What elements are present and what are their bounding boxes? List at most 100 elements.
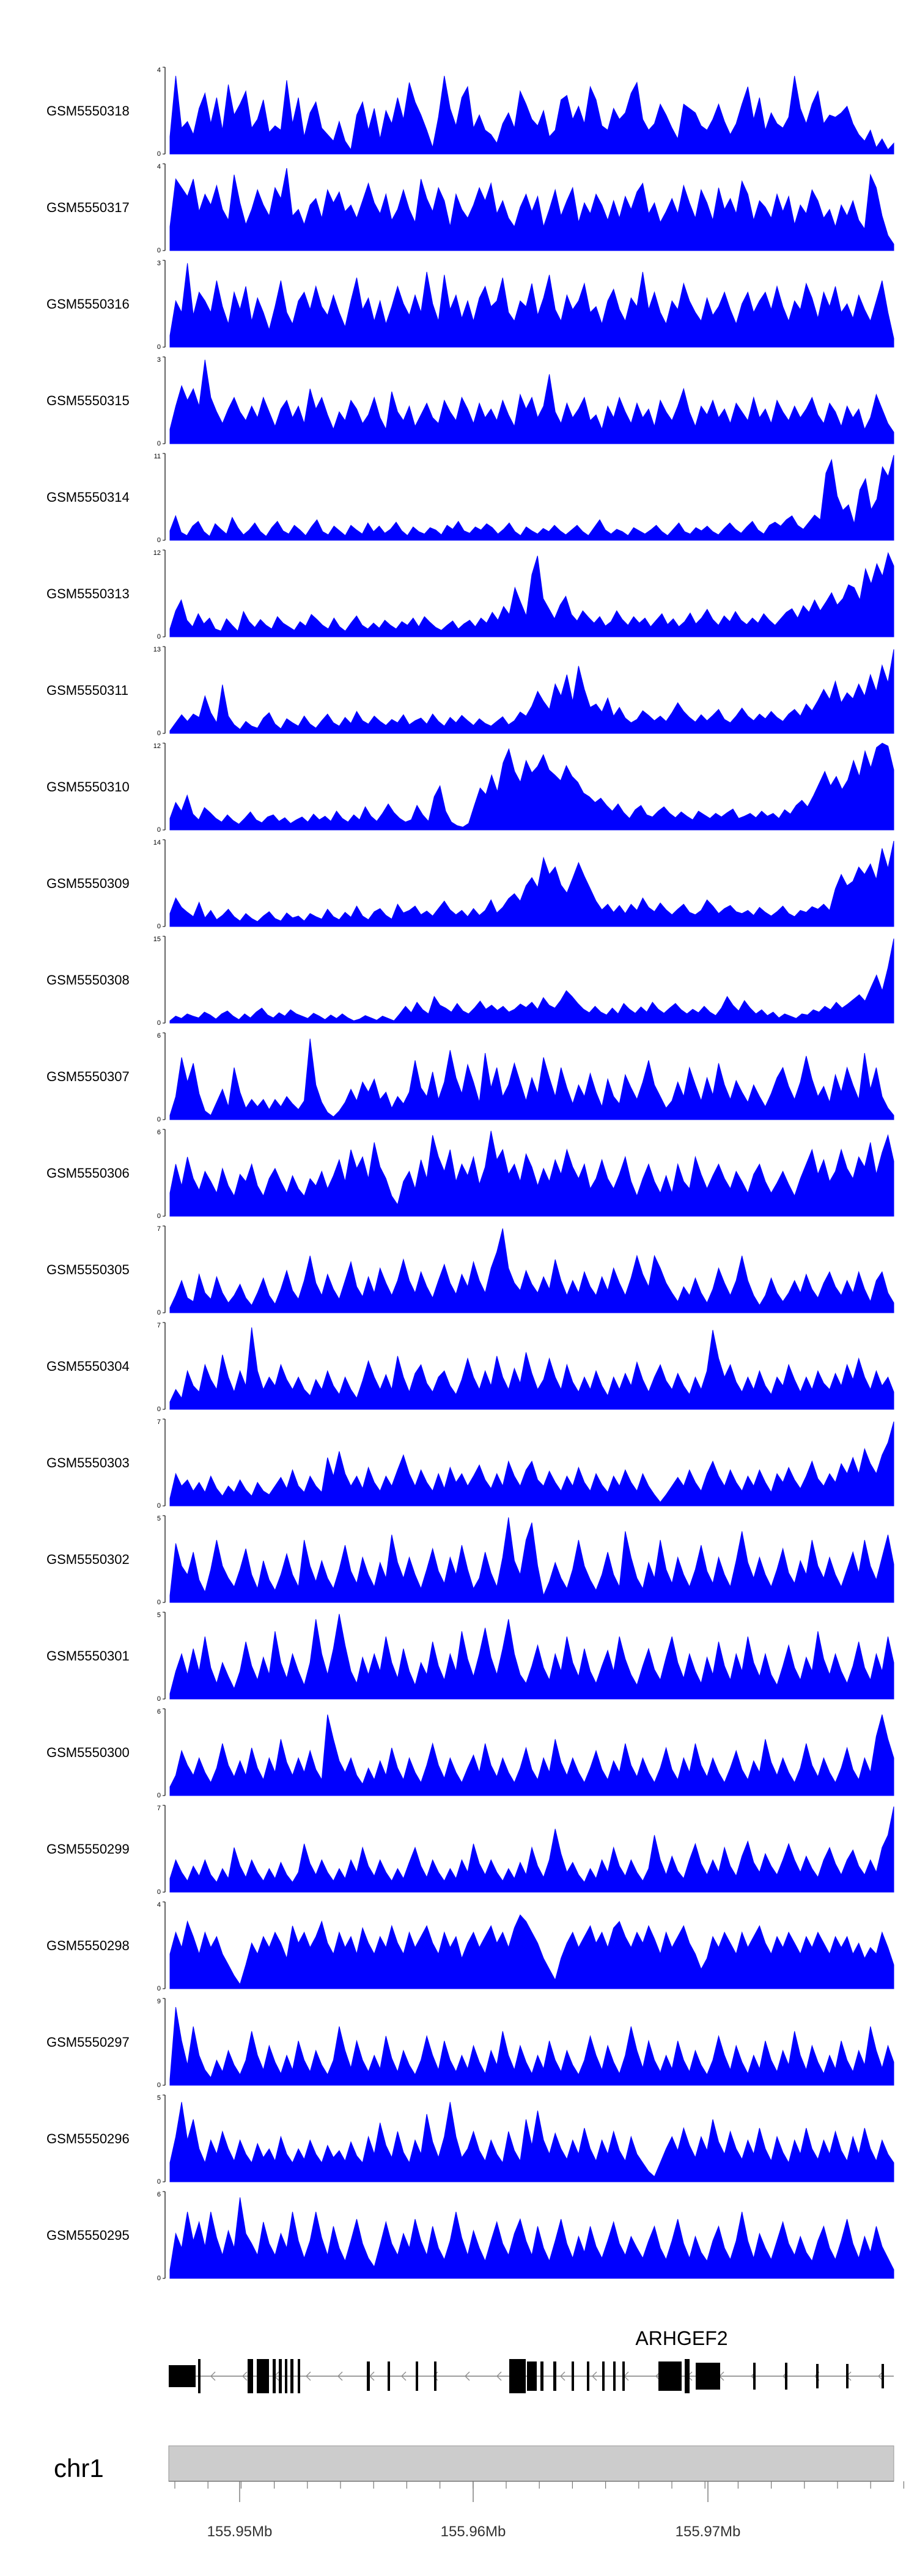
y-min-tick-label: 0	[157, 1695, 161, 1703]
coverage-area	[169, 649, 894, 734]
track-GSM5550301: GSM5550301 5 0	[46, 1612, 894, 1703]
track-label: GSM5550303	[46, 1455, 130, 1470]
exon-block	[622, 2361, 625, 2391]
coverage-area	[169, 1038, 894, 1120]
coverage-area	[169, 743, 894, 831]
strand-arrow	[306, 2371, 311, 2381]
y-max-tick-label: 7	[157, 1805, 161, 1812]
coverage-area	[169, 168, 894, 251]
exon-block	[388, 2361, 390, 2391]
track-label: GSM5550306	[46, 1165, 130, 1181]
exon-block	[753, 2363, 756, 2390]
track-GSM5550311: GSM5550311 13 0	[46, 646, 894, 737]
track-GSM5550318: GSM5550318 4 0	[46, 67, 894, 158]
track-label: GSM5550297	[46, 2035, 130, 2050]
x-tick-label: 155.97Mb	[676, 2523, 741, 2540]
coverage-area	[169, 1914, 894, 1989]
exon-block	[273, 2359, 276, 2393]
y-max-tick-label: 4	[157, 163, 161, 171]
coverage-area	[169, 2197, 894, 2279]
exon-block	[257, 2359, 269, 2393]
track-label: GSM5550298	[46, 1938, 130, 1953]
exon-block	[685, 2359, 690, 2393]
track-GSM5550307: GSM5550307 6 0	[46, 1032, 894, 1123]
track-GSM5550308: GSM5550308 15 0	[46, 936, 894, 1027]
y-min-tick-label: 0	[157, 1599, 161, 1606]
track-GSM5550306: GSM5550306 6 0	[46, 1129, 894, 1220]
exon-block	[658, 2361, 682, 2391]
exon-block	[572, 2361, 574, 2391]
exon-block	[285, 2359, 287, 2393]
track-label: GSM5550314	[46, 490, 130, 505]
y-min-tick-label: 0	[157, 1792, 161, 1799]
strand-arrow	[592, 2371, 597, 2381]
ideogram-bar	[168, 2445, 894, 2482]
track-label: GSM5550304	[46, 1359, 130, 1374]
track-label: GSM5550310	[46, 779, 130, 794]
coverage-area	[169, 263, 894, 348]
track-GSM5550298: GSM5550298 4 0	[46, 1901, 894, 1992]
y-max-tick-label: 12	[153, 743, 161, 750]
y-max-tick-label: 7	[157, 1225, 161, 1233]
strand-arrow	[210, 2371, 216, 2381]
coverage-area	[169, 840, 894, 927]
gene-model-track: ARHGEF2	[169, 2327, 894, 2393]
track-GSM5550317: GSM5550317 4 0	[46, 163, 894, 254]
track-label: GSM5550318	[46, 103, 130, 119]
y-max-tick-label: 4	[157, 1901, 161, 1909]
gene-name-label: ARHGEF2	[635, 2327, 727, 2349]
x-tick-label: 155.95Mb	[207, 2523, 273, 2540]
track-GSM5550302: GSM5550302 5 0	[46, 1515, 894, 1606]
coverage-area	[169, 1131, 894, 1217]
exon-block	[785, 2363, 787, 2390]
y-min-tick-label: 0	[157, 2178, 161, 2185]
y-min-tick-label: 0	[157, 826, 161, 834]
chromosome-label: chr1	[54, 2454, 104, 2482]
y-max-tick-label: 6	[157, 1129, 161, 1136]
exon-block	[540, 2361, 543, 2391]
track-label: GSM5550311	[46, 683, 128, 698]
coverage-area	[169, 1714, 894, 1796]
y-min-tick-label: 0	[157, 2082, 161, 2089]
track-GSM5550296: GSM5550296 5 0	[46, 2094, 894, 2185]
coverage-area	[169, 1806, 894, 1893]
y-max-tick-label: 3	[157, 356, 161, 364]
track-GSM5550314: GSM5550314 11 0	[46, 453, 894, 544]
track-label: GSM5550305	[46, 1262, 130, 1277]
exon-block	[248, 2359, 253, 2393]
y-min-tick-label: 0	[157, 343, 161, 351]
track-label: GSM5550309	[46, 876, 130, 891]
x-tick-label: 155.96Mb	[441, 2523, 506, 2540]
ideogram-track: chr1 155.95Mb 155.96Mb 155.97Mb	[54, 2445, 905, 2540]
exon-block	[613, 2361, 616, 2391]
y-max-tick-label: 6	[157, 1708, 161, 1715]
y-min-tick-label: 0	[157, 730, 161, 737]
exon-block	[696, 2363, 720, 2390]
strand-arrow	[465, 2371, 470, 2381]
track-label: GSM5550313	[46, 586, 130, 601]
y-max-tick-label: 12	[153, 549, 161, 557]
track-label: GSM5550295	[46, 2228, 130, 2243]
track-GSM5550299: GSM5550299 7 0	[46, 1805, 894, 1896]
exon-block	[587, 2361, 589, 2391]
y-min-tick-label: 0	[157, 1019, 161, 1027]
coverage-area	[169, 1517, 894, 1603]
track-label: GSM5550296	[46, 2131, 130, 2146]
track-GSM5550315: GSM5550315 3 0	[46, 356, 894, 447]
y-max-tick-label: 5	[157, 1515, 161, 1522]
y-min-tick-label: 0	[157, 1888, 161, 1896]
exon-block	[553, 2361, 556, 2391]
coverage-area	[169, 1421, 894, 1506]
strand-arrow	[337, 2371, 343, 2381]
exon-block	[198, 2359, 201, 2393]
y-min-tick-label: 0	[157, 440, 161, 447]
y-min-tick-label: 0	[157, 537, 161, 544]
track-GSM5550309: GSM5550309 14 0	[46, 839, 894, 930]
track-label: GSM5550308	[46, 972, 130, 988]
track-label: GSM5550301	[46, 1648, 130, 1664]
exon-block	[509, 2359, 526, 2393]
y-min-tick-label: 0	[157, 1213, 161, 1220]
y-min-tick-label: 0	[157, 2275, 161, 2282]
